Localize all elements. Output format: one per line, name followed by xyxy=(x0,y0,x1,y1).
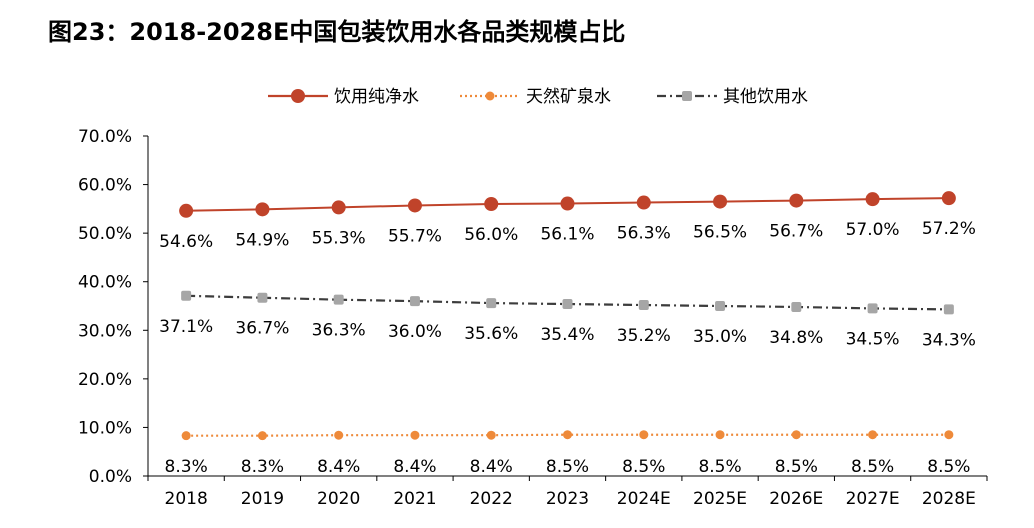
data-point xyxy=(639,430,649,440)
data-point xyxy=(334,430,344,440)
x-tick-label: 2019 xyxy=(241,489,284,509)
data-label: 8.5% xyxy=(851,457,894,477)
data-label: 55.7% xyxy=(388,226,442,246)
x-tick-label: 2025E xyxy=(693,489,747,509)
data-point xyxy=(943,304,954,315)
data-label: 56.1% xyxy=(540,225,594,245)
data-label: 57.2% xyxy=(922,219,976,239)
legend-marker xyxy=(682,91,692,101)
data-label: 37.1% xyxy=(159,317,213,337)
data-point xyxy=(410,430,420,440)
data-label: 8.4% xyxy=(393,457,436,477)
data-point xyxy=(333,294,344,305)
data-point xyxy=(562,299,573,310)
data-label: 35.6% xyxy=(464,324,518,344)
data-point xyxy=(179,203,194,218)
data-label: 35.4% xyxy=(540,325,594,345)
data-point xyxy=(257,431,267,441)
data-point xyxy=(791,430,801,440)
data-label: 56.5% xyxy=(693,223,747,243)
data-point xyxy=(407,198,422,213)
data-label: 8.4% xyxy=(470,457,513,477)
data-label: 8.5% xyxy=(927,457,970,477)
data-point xyxy=(257,292,268,303)
data-point xyxy=(181,431,191,441)
data-point xyxy=(791,301,802,312)
legend-label: 其他饮用水 xyxy=(723,87,808,107)
legend-marker xyxy=(485,91,495,101)
data-point xyxy=(867,303,878,314)
data-label: 36.3% xyxy=(312,321,366,341)
data-label: 36.0% xyxy=(388,322,442,342)
axes: 0.0% 10.0% 20.0% 30.0% 40.0% 50.0% 60.0% 70.0% 2… xyxy=(78,127,988,509)
x-tick-label: 2018 xyxy=(165,489,208,509)
y-tick-label: 30.0% xyxy=(78,321,132,341)
data-point xyxy=(560,196,575,211)
data-point xyxy=(638,300,649,311)
data-label: 8.4% xyxy=(317,457,360,477)
data-point xyxy=(865,192,880,207)
data-point xyxy=(713,194,728,209)
data-label: 56.0% xyxy=(464,225,518,245)
data-point xyxy=(636,195,651,210)
x-tick-label: 2024E xyxy=(617,489,671,509)
data-label: 56.3% xyxy=(617,224,671,244)
y-tick-label: 40.0% xyxy=(78,273,132,293)
data-point xyxy=(486,430,496,440)
x-tick-label: 2020 xyxy=(317,489,360,509)
y-tick-label: 0.0% xyxy=(89,467,132,487)
y-tick-label: 70.0% xyxy=(78,127,132,147)
x-tick-label: 2027E xyxy=(846,489,900,509)
y-tick-label: 50.0% xyxy=(78,224,132,244)
data-point xyxy=(944,430,954,440)
data-label: 34.5% xyxy=(846,329,900,349)
data-label: 36.7% xyxy=(235,319,289,339)
data-point xyxy=(486,298,497,309)
x-tick-label: 2028E xyxy=(922,489,976,509)
y-tick-label: 10.0% xyxy=(78,418,132,438)
data-point xyxy=(409,296,420,307)
markers xyxy=(179,191,956,441)
x-tick-label: 2022 xyxy=(470,489,513,509)
legend-marker xyxy=(291,89,305,103)
data-labels: 54.6% 54.9% 55.3% 55.7% 56.0% 56.1% 56.3% 56.5%… xyxy=(159,219,976,477)
x-tick-label: 2021 xyxy=(393,489,436,509)
data-point xyxy=(868,430,878,440)
data-label: 8.5% xyxy=(775,457,818,477)
data-label: 55.3% xyxy=(312,228,366,248)
data-point xyxy=(255,202,270,217)
data-point xyxy=(563,430,572,440)
data-label: 54.9% xyxy=(235,230,289,250)
x-tick-label: 2023 xyxy=(546,489,589,509)
data-label: 34.3% xyxy=(922,330,976,350)
data-point xyxy=(715,430,725,440)
data-point xyxy=(181,290,192,301)
data-point xyxy=(484,197,499,211)
data-point xyxy=(789,193,804,208)
data-label: 8.3% xyxy=(241,457,284,477)
data-label: 54.6% xyxy=(159,232,213,252)
data-label: 8.5% xyxy=(622,457,665,477)
data-label: 8.5% xyxy=(698,457,741,477)
data-label: 57.0% xyxy=(846,220,900,240)
y-tick-label: 20.0% xyxy=(78,370,132,390)
data-label: 8.5% xyxy=(546,457,589,477)
data-label: 8.3% xyxy=(165,457,208,477)
data-point xyxy=(331,200,346,215)
data-label: 35.0% xyxy=(693,327,747,347)
data-point xyxy=(715,301,726,311)
data-label: 35.2% xyxy=(617,326,671,346)
legend: 饮用纯净水 天然矿泉水 其他饮用水 xyxy=(268,87,808,107)
chart-title: 图23：2018-2028E中国包装饮用水各品类规模占比 xyxy=(48,18,626,46)
legend-label: 天然矿泉水 xyxy=(526,87,611,107)
legend-label: 饮用纯净水 xyxy=(334,87,419,107)
data-label: 56.7% xyxy=(769,222,823,242)
data-label: 34.8% xyxy=(769,328,823,348)
x-tick-label: 2026E xyxy=(769,489,823,509)
y-tick-label: 60.0% xyxy=(78,176,132,196)
data-point xyxy=(941,191,956,206)
